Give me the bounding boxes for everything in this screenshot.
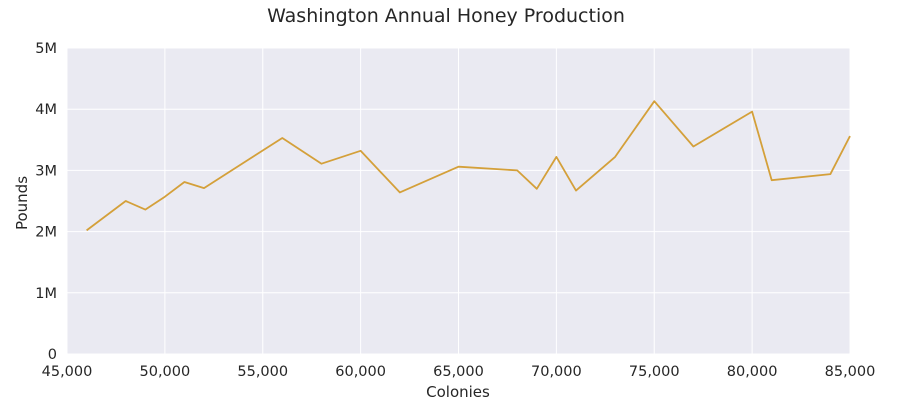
y-axis-ticks: 0 1M 2M 3M 4M 5M [35,41,57,363]
x-axis-label: Colonies [426,383,490,401]
x-tick-label: 75,000 [629,364,680,380]
x-tick-label: 60,000 [335,364,386,380]
series-line-washington [86,100,851,232]
y-tick-label: 3M [35,163,57,179]
x-tick-label: 45,000 [42,364,93,380]
y-tick-label: 0 [48,347,57,363]
x-tick-label: 50,000 [140,364,191,380]
y-tick-label: 1M [35,286,57,302]
x-tick-label: 55,000 [237,364,288,380]
x-tick-label: 65,000 [433,364,484,380]
x-tick-label: 85,000 [825,364,876,380]
x-tick-label: 80,000 [727,364,778,380]
y-tick-label: 4M [35,102,57,118]
y-tick-label: 5M [35,41,57,57]
y-axis-label: Pounds [13,176,31,230]
x-tick-label: 70,000 [531,364,582,380]
gridlines [66,47,851,355]
y-tick-label: 2M [35,225,57,241]
x-axis-ticks: 45,000 50,000 55,000 60,000 65,000 70,000 75,0… [42,364,876,380]
chart-title: Washington Annual Honey Production [267,5,625,27]
